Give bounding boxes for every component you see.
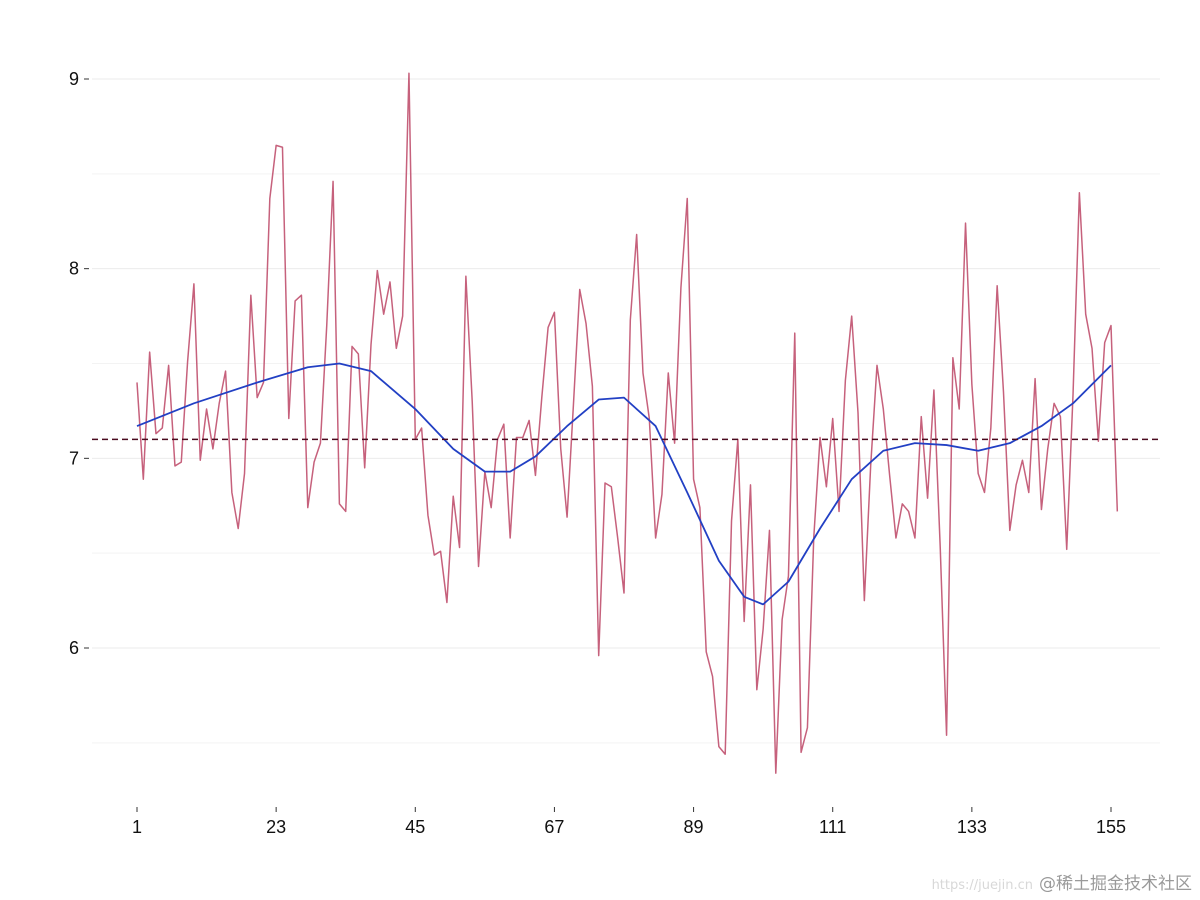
series-layer bbox=[136, 72, 1119, 774]
x-axis: 1 23 45 67 89 111 133 155 bbox=[132, 807, 1126, 837]
x-tick-label: 45 bbox=[405, 817, 425, 837]
x-tick-label: 23 bbox=[266, 817, 286, 837]
x-tick-label: 67 bbox=[544, 817, 564, 837]
x-tick-label: 89 bbox=[684, 817, 704, 837]
watermark-url: https://juejin.cn bbox=[931, 878, 1033, 893]
y-tick-label: 9 bbox=[69, 69, 79, 89]
minor-gridlines bbox=[92, 173, 1160, 744]
smoothed-trend-line bbox=[136, 362, 1112, 606]
y-tick-label: 8 bbox=[69, 259, 79, 279]
raw-series-line bbox=[136, 72, 1119, 774]
x-tick-label: 1 bbox=[132, 817, 142, 837]
x-tick-label: 155 bbox=[1096, 817, 1126, 837]
y-tick-label: 7 bbox=[69, 448, 79, 468]
y-tick-label: 6 bbox=[69, 638, 79, 658]
y-axis: 6 7 8 9 bbox=[69, 69, 89, 658]
watermark: https://juejin.cn @稀土掘金技术社区 bbox=[932, 869, 1192, 894]
major-gridlines bbox=[92, 78, 1160, 649]
x-tick-label: 111 bbox=[819, 817, 846, 837]
watermark-text: @稀土掘金技术社区 bbox=[1039, 874, 1192, 894]
x-tick-label: 133 bbox=[957, 817, 987, 837]
